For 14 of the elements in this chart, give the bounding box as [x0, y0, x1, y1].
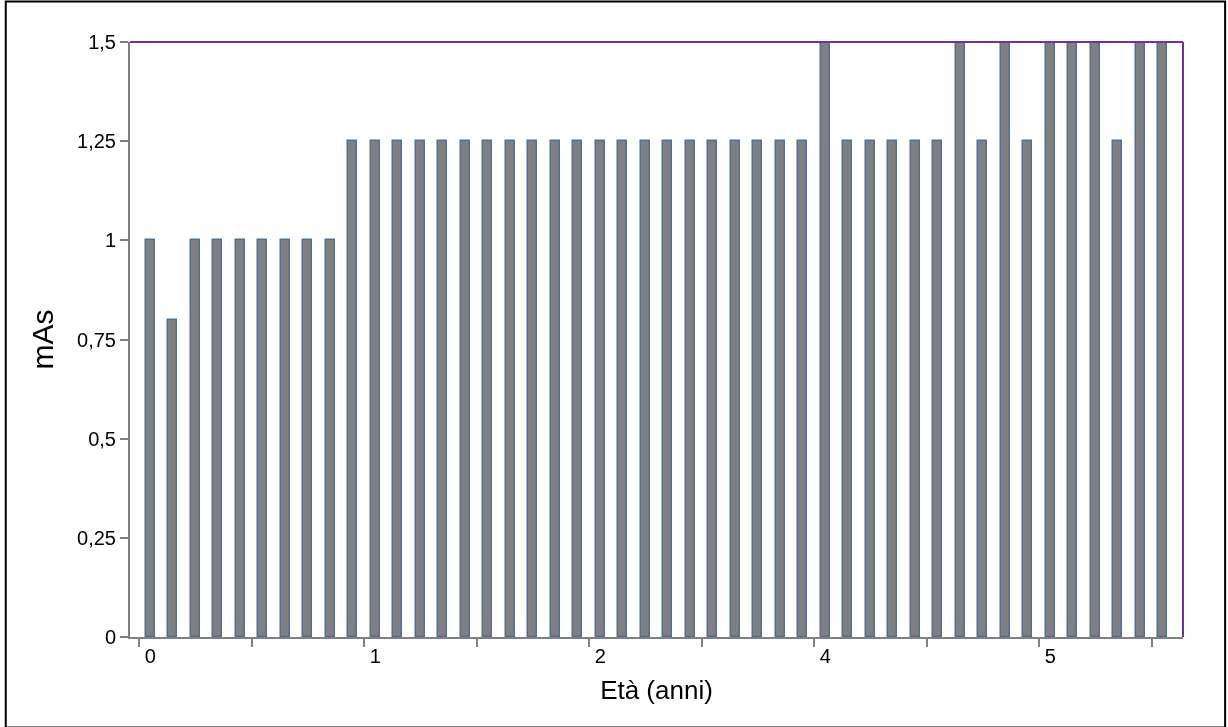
x-tick-label: 5	[1044, 645, 1056, 667]
y-axis-title: mAs	[25, 309, 59, 370]
y-tick-label: 0	[104, 626, 116, 648]
x-tick-label: 0	[144, 645, 156, 667]
y-tick-label: 0,75	[77, 328, 116, 351]
y-tick-label: 0,25	[77, 526, 116, 549]
x-axis-title: Età (anni)	[600, 675, 713, 706]
y-tick-label: 1,25	[77, 130, 116, 153]
x-tick-label: 4	[819, 645, 831, 667]
y-tick-label: 1	[104, 229, 116, 252]
x-tick-label: 2	[594, 645, 606, 667]
y-tick-label: 1,5	[88, 31, 116, 53]
x-tick-label: 1	[369, 645, 381, 667]
y-tick-label: 0,5	[88, 427, 116, 450]
